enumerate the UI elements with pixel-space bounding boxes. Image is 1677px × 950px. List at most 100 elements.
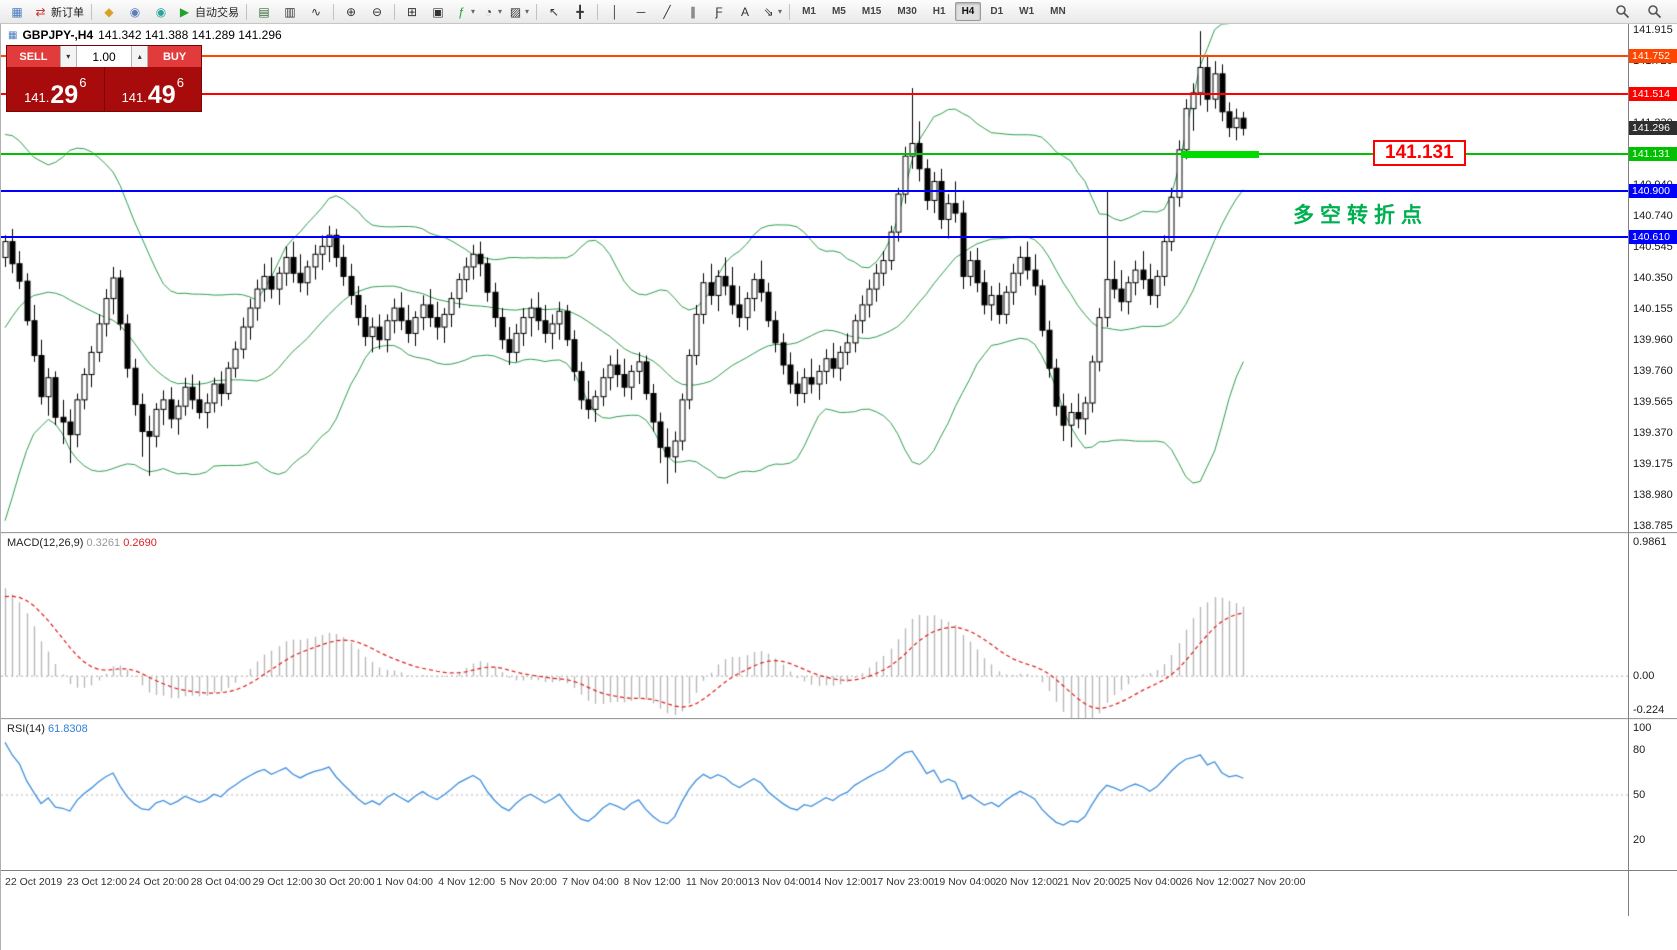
trendline-icon[interactable]: ╱ xyxy=(654,2,680,22)
resistance-line-141514[interactable] xyxy=(1,92,1628,95)
periods-icon[interactable]: ◔ ▾ xyxy=(478,2,505,22)
templates-icon[interactable]: ▨ ▾ xyxy=(505,2,532,22)
support-line-140900[interactable] xyxy=(1,189,1628,192)
volume-decrease-button[interactable]: ▾ xyxy=(59,46,77,67)
toolbar-left-groups: ▦ ⇄ 新订单 ◆ ◉ ◉ ▶ 自动交易 ▤ ▥ ∿ ⊕ ⊖ ⊞ ▣ ƒ ▾ ◔ ▾ ▨ ▾ ↖ ╋ │ ─ ╱ ∥ Ƒ A ⇘ ▾ M1 M5… xyxy=(4,2,1074,22)
time-label: 23 Oct 12:00 xyxy=(66,876,128,888)
indicators-icon[interactable]: ƒ ▾ xyxy=(451,2,478,22)
line-chart-icon[interactable]: ∿ xyxy=(303,2,329,22)
chart-title-symbol: GBPJPY-,H4 xyxy=(22,28,94,42)
zoom-out-icon: ⊖ xyxy=(371,4,383,19)
panel-separator[interactable] xyxy=(1,718,1677,720)
macd-canvas[interactable] xyxy=(1,534,1628,718)
sell-price-sup: 6 xyxy=(79,75,87,90)
support-highlight-segment[interactable] xyxy=(1181,150,1259,158)
candlestick-chart-icon[interactable]: ▥ xyxy=(277,2,303,22)
crosshair-icon[interactable]: ╋ xyxy=(567,2,593,22)
panel-separator[interactable] xyxy=(1,532,1677,534)
arrange-windows-icon[interactable]: ▣ xyxy=(425,2,451,22)
rsi-canvas[interactable] xyxy=(1,720,1628,870)
zoom-in-icon[interactable]: ⊕ xyxy=(338,2,364,22)
rsi-scale-tick: 20 xyxy=(1633,834,1646,846)
autotrading-button-label: 自动交易 xyxy=(195,6,239,19)
templates-icon: ▨ xyxy=(509,4,522,19)
periods-icon: ◔ xyxy=(484,4,493,19)
chevron-down-icon: ▾ xyxy=(778,7,783,16)
tile-windows-icon[interactable]: ⊞ xyxy=(399,2,425,22)
arrows-icon[interactable]: ⇘ ▾ xyxy=(758,2,785,22)
support-line-141131-label: 141.131 xyxy=(1629,147,1677,162)
arrows-icon: ⇘ xyxy=(763,4,774,19)
crosshair-icon: ╋ xyxy=(576,4,584,19)
search-icon[interactable] xyxy=(1641,2,1667,22)
autotrading-button[interactable]: ▶ 自动交易 xyxy=(174,2,242,22)
channel-icon[interactable]: ∥ xyxy=(680,2,706,22)
find-symbol-icon[interactable] xyxy=(1609,2,1635,22)
turning-point-annotation[interactable]: 多空转折点 xyxy=(1293,203,1428,227)
community-icon[interactable]: ◉ xyxy=(148,2,174,22)
buy-price-prefix: 141. xyxy=(121,90,147,105)
resistance-line-141752[interactable] xyxy=(1,55,1628,58)
timeframe-m1-button[interactable]: M1 xyxy=(802,6,816,17)
new-chart-icon[interactable]: ▦ xyxy=(4,2,30,22)
price-chart-canvas[interactable] xyxy=(1,24,1628,532)
favorites-icon[interactable]: ◆ xyxy=(96,2,122,22)
support-line-141131[interactable] xyxy=(1,153,1628,156)
accounts-icon[interactable]: ◉ xyxy=(122,2,148,22)
bar-chart-icon[interactable]: ▤ xyxy=(251,2,277,22)
time-label: 11 Nov 20:00 xyxy=(685,876,748,888)
vertical-line-icon: │ xyxy=(611,4,619,19)
timeframe-m30-button[interactable]: M30 xyxy=(897,6,917,17)
timeframe-m5-button[interactable]: M5 xyxy=(831,6,846,17)
macd-scale-tick: 0.00 xyxy=(1633,670,1655,683)
toolbar-separator xyxy=(789,3,791,20)
time-label: 28 Oct 04:00 xyxy=(190,876,251,888)
rsi-label: RSI(14) 61.8308 xyxy=(7,723,88,735)
timeframe-d1-button[interactable]: D1 xyxy=(990,6,1004,17)
price-tick: 139.565 xyxy=(1633,396,1673,409)
buy-button[interactable]: BUY xyxy=(148,46,201,67)
time-label: 29 Oct 12:00 xyxy=(252,876,313,888)
buy-price[interactable]: 141. 49 6 xyxy=(103,67,201,111)
volume-increase-button[interactable]: ▴ xyxy=(131,46,149,67)
price-tick: 139.960 xyxy=(1633,333,1673,346)
timeframe-mn-button[interactable]: MN xyxy=(1050,6,1066,17)
timeframe-h1-button[interactable]: H1 xyxy=(932,6,946,17)
timeframe-w1-button[interactable]: W1 xyxy=(1019,6,1035,17)
price-tick: 139.175 xyxy=(1633,457,1673,470)
channel-icon: ∥ xyxy=(690,4,697,19)
time-label: 20 Nov 12:00 xyxy=(995,876,1058,888)
chevron-down-icon: ▾ xyxy=(498,7,503,16)
time-axis[interactable]: 22 Oct 2019 23 Oct 12:00 24 Oct 20:00 28 Oc… xyxy=(1,870,1677,892)
text-icon[interactable]: A xyxy=(732,2,758,22)
time-label: 21 Nov 20:00 xyxy=(1057,876,1120,888)
price-tick: 139.370 xyxy=(1633,427,1673,440)
price-tick: 138.785 xyxy=(1633,519,1673,532)
timeframe-h4-button[interactable]: H4 xyxy=(954,2,982,21)
timeframe-m15-button[interactable]: M15 xyxy=(861,6,882,17)
volume-input[interactable]: 1.00 xyxy=(76,46,132,67)
sell-price-prefix: 141. xyxy=(24,90,50,105)
new-order-button-label: 新订单 xyxy=(51,6,84,19)
main-chart-panel: ▦ GBPJPY-,H4 141.342 141.388 141.289 141… xyxy=(1,24,1677,532)
zoom-out-icon[interactable]: ⊖ xyxy=(364,2,390,22)
horizontal-line-icon[interactable]: ─ xyxy=(628,2,654,22)
chart-symbol-icon: ▦ xyxy=(8,29,18,41)
cursor-icon[interactable]: ↖ xyxy=(541,2,567,22)
current-price-label: 141.296 xyxy=(1629,121,1677,136)
price-annotation-box[interactable]: 141.131 xyxy=(1373,140,1466,167)
time-label: 14 Nov 12:00 xyxy=(809,876,873,888)
time-label: 27 Nov 20:00 xyxy=(1243,876,1306,888)
toolbar: ▦ ⇄ 新订单 ◆ ◉ ◉ ▶ 自动交易 ▤ ▥ ∿ ⊕ ⊖ ⊞ ▣ ƒ ▾ ◔ ▾ ▨ ▾ ↖ ╋ │ ─ ╱ ∥ Ƒ A ⇘ ▾ M1 M5… xyxy=(0,0,1677,24)
vertical-line-icon[interactable]: │ xyxy=(602,2,628,22)
buy-price-sup: 6 xyxy=(176,75,184,90)
support-line-140610[interactable] xyxy=(1,235,1628,238)
time-label: 19 Nov 04:00 xyxy=(933,876,996,888)
new-order-button[interactable]: ⇄ 新订单 xyxy=(30,2,87,22)
sell-price-big: 29 xyxy=(50,80,79,109)
sell-button[interactable]: SELL xyxy=(7,46,60,67)
support-line-140610-label: 140.610 xyxy=(1629,229,1677,244)
sell-price[interactable]: 141. 29 6 xyxy=(7,67,104,111)
fibonacci-icon[interactable]: Ƒ xyxy=(706,2,732,22)
price-tick: 139.760 xyxy=(1633,365,1673,378)
